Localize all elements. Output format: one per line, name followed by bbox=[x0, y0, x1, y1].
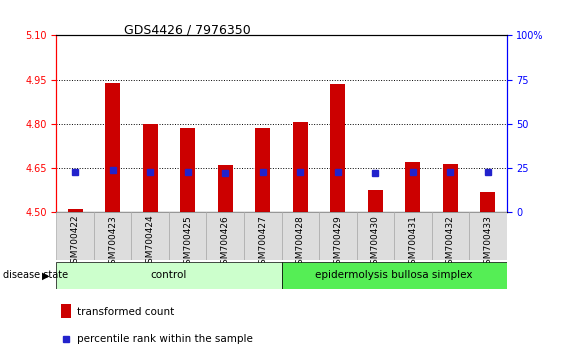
Text: GSM700428: GSM700428 bbox=[296, 215, 305, 269]
Text: control: control bbox=[151, 270, 187, 280]
Bar bbox=[394, 212, 432, 260]
Text: percentile rank within the sample: percentile rank within the sample bbox=[77, 333, 252, 343]
Text: GSM700431: GSM700431 bbox=[408, 215, 417, 270]
Bar bbox=[432, 212, 469, 260]
Bar bbox=[142, 124, 158, 212]
Bar bbox=[368, 190, 383, 212]
Bar bbox=[469, 212, 507, 260]
Bar bbox=[68, 210, 83, 212]
Bar bbox=[169, 212, 207, 260]
Bar bbox=[61, 304, 71, 318]
Bar bbox=[94, 212, 131, 260]
Text: GSM700423: GSM700423 bbox=[108, 215, 117, 269]
Text: GSM700432: GSM700432 bbox=[446, 215, 455, 269]
Bar bbox=[56, 212, 94, 260]
Text: GDS4426 / 7976350: GDS4426 / 7976350 bbox=[124, 23, 251, 36]
Bar bbox=[443, 164, 458, 212]
Bar bbox=[180, 128, 195, 212]
Bar bbox=[131, 212, 169, 260]
Bar bbox=[255, 128, 270, 212]
Bar bbox=[105, 82, 120, 212]
Bar bbox=[405, 162, 421, 212]
Bar bbox=[480, 192, 495, 212]
Text: ▶: ▶ bbox=[42, 270, 50, 280]
Bar bbox=[293, 122, 308, 212]
Text: GSM700422: GSM700422 bbox=[70, 215, 79, 269]
Bar bbox=[330, 84, 345, 212]
Text: GSM700430: GSM700430 bbox=[371, 215, 380, 270]
Bar bbox=[282, 212, 319, 260]
Bar bbox=[207, 212, 244, 260]
Text: transformed count: transformed count bbox=[77, 307, 174, 317]
Bar bbox=[244, 212, 282, 260]
Bar bbox=[356, 212, 394, 260]
Text: disease state: disease state bbox=[3, 270, 68, 280]
Text: GSM700427: GSM700427 bbox=[258, 215, 267, 269]
Bar bbox=[218, 165, 233, 212]
Text: GSM700424: GSM700424 bbox=[146, 215, 155, 269]
Bar bbox=[282, 262, 507, 289]
Text: GSM700429: GSM700429 bbox=[333, 215, 342, 269]
Text: GSM700426: GSM700426 bbox=[221, 215, 230, 269]
Text: epidermolysis bullosa simplex: epidermolysis bullosa simplex bbox=[315, 270, 473, 280]
Text: GSM700425: GSM700425 bbox=[183, 215, 192, 269]
Bar bbox=[56, 262, 282, 289]
Text: GSM700433: GSM700433 bbox=[484, 215, 493, 270]
Bar bbox=[319, 212, 356, 260]
